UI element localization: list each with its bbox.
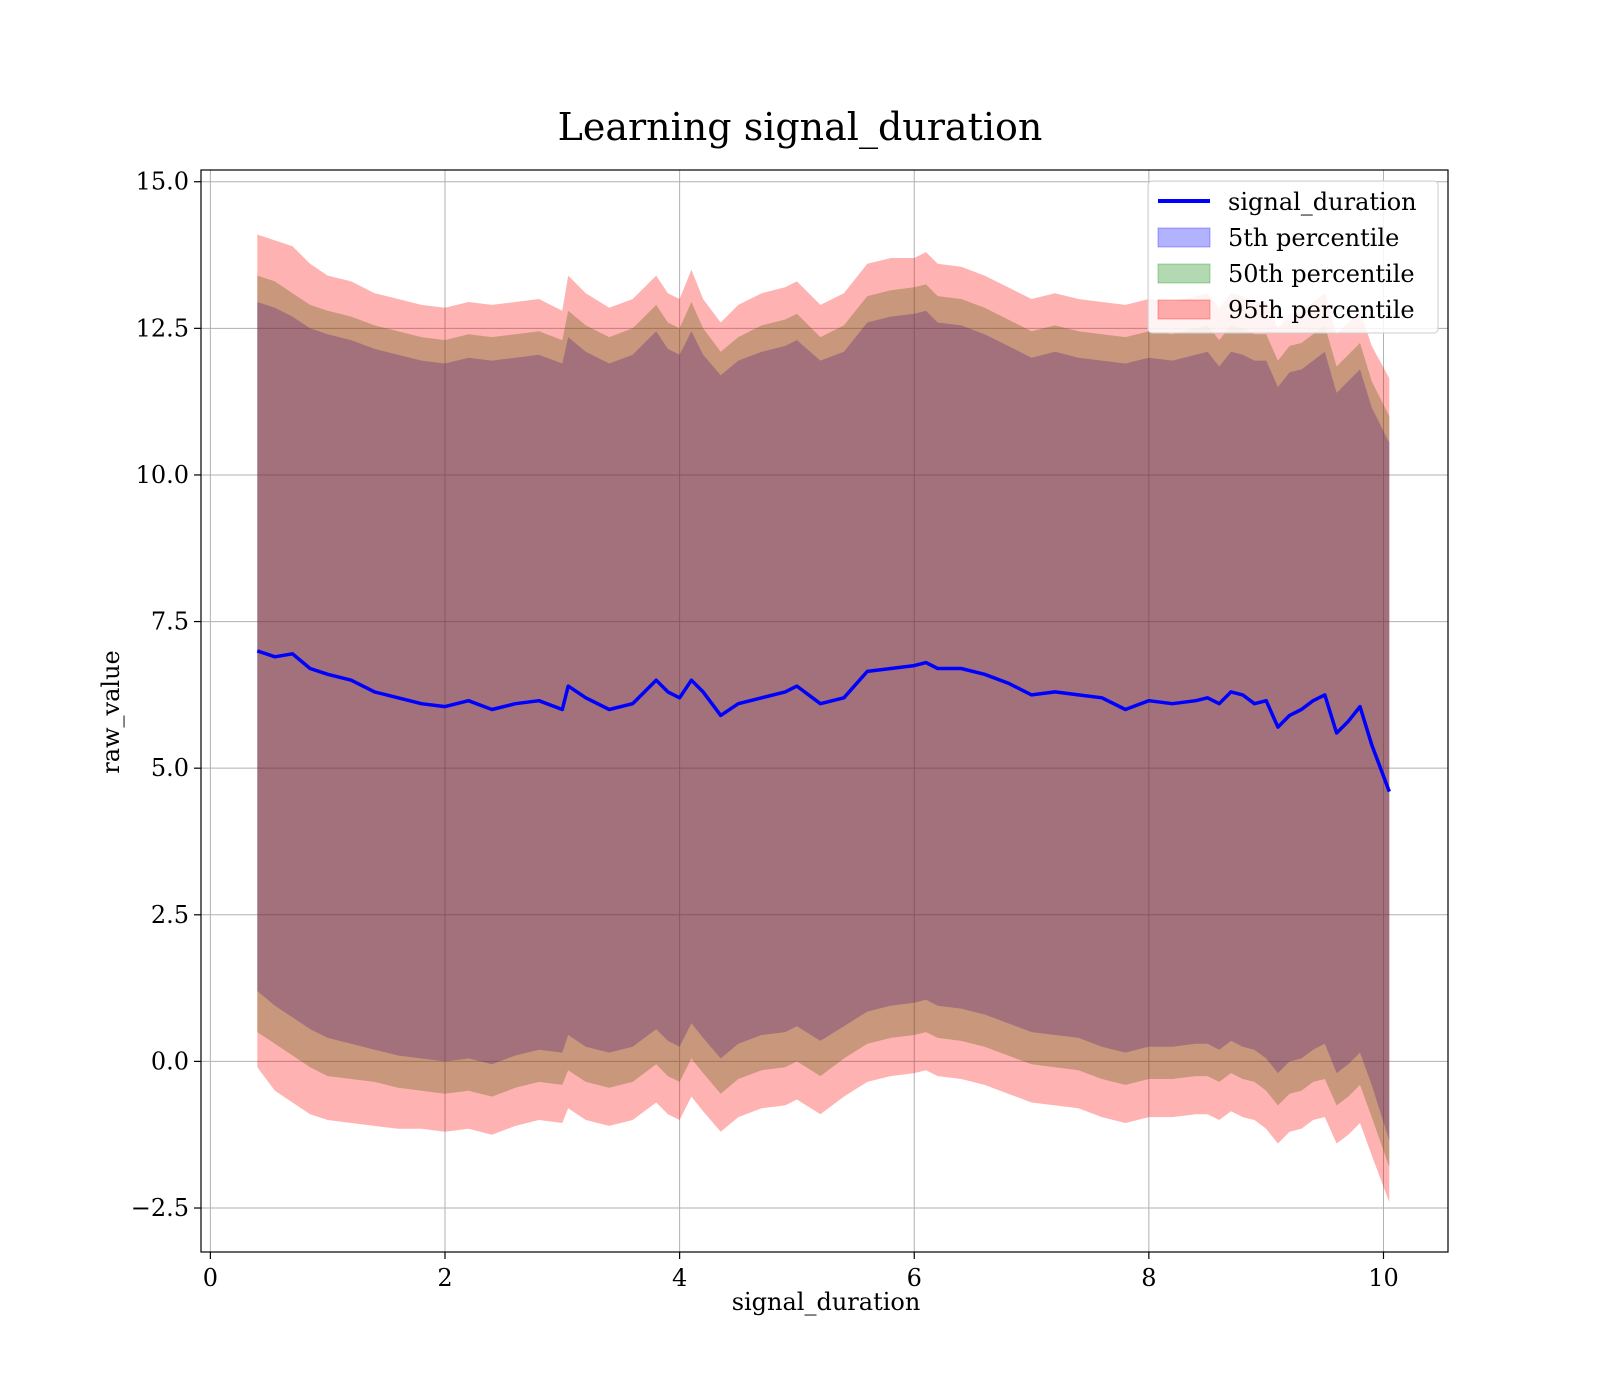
legend-swatch-p50	[1157, 263, 1211, 284]
legend: signal_duration 5th percentile 50th perc…	[1147, 180, 1439, 334]
legend-swatch-p95	[1157, 299, 1211, 320]
y-tick-label: 0.0	[151, 1047, 189, 1075]
legend-label-signal-duration: signal_duration	[1228, 188, 1417, 216]
series-line-layer	[256, 649, 1391, 793]
legend-label-p50: 50th percentile	[1228, 260, 1415, 288]
series-line-signal-duration	[256, 649, 1391, 793]
legend-box	[1147, 180, 1439, 334]
y-tick-label: 10.0	[136, 461, 189, 489]
y-tick-label: 15.0	[136, 168, 189, 196]
y-tick-label: 5.0	[151, 754, 189, 782]
band-5th-percentile	[257, 302, 1390, 1141]
x-tick-label: 2	[437, 1264, 452, 1292]
x-tick-label: 6	[907, 1264, 922, 1292]
band-50th-percentile	[257, 275, 1390, 1168]
legend-label-p5: 5th percentile	[1228, 224, 1399, 252]
x-tick-label: 4	[672, 1264, 687, 1292]
y-tick-label: 12.5	[136, 314, 189, 342]
x-tick-label: 0	[203, 1264, 218, 1292]
x-tick-label: 8	[1141, 1264, 1156, 1292]
grid-lines	[201, 170, 1448, 1252]
chart-title: Learning signal_duration	[558, 105, 1043, 150]
y-tick-label: 7.5	[151, 608, 189, 636]
y-tick-label: 2.5	[151, 901, 189, 929]
y-axis-label: raw_value	[97, 650, 125, 774]
band-95th-percentile	[257, 234, 1390, 1203]
legend-label-p95: 95th percentile	[1228, 296, 1415, 324]
x-tick-label: 10	[1368, 1264, 1399, 1292]
x-axis-ticks: 0 2 4 6 8 10	[203, 1252, 1399, 1292]
y-axis-ticks: −2.5 0.0 2.5 5.0 7.5 10.0 12.5 15.0	[131, 168, 201, 1222]
legend-swatch-p5	[1157, 227, 1211, 248]
y-tick-label: −2.5	[131, 1194, 189, 1222]
percentile-bands	[257, 234, 1390, 1203]
x-axis-label: signal_duration	[732, 1288, 921, 1316]
plot-frame	[200, 169, 1449, 1253]
